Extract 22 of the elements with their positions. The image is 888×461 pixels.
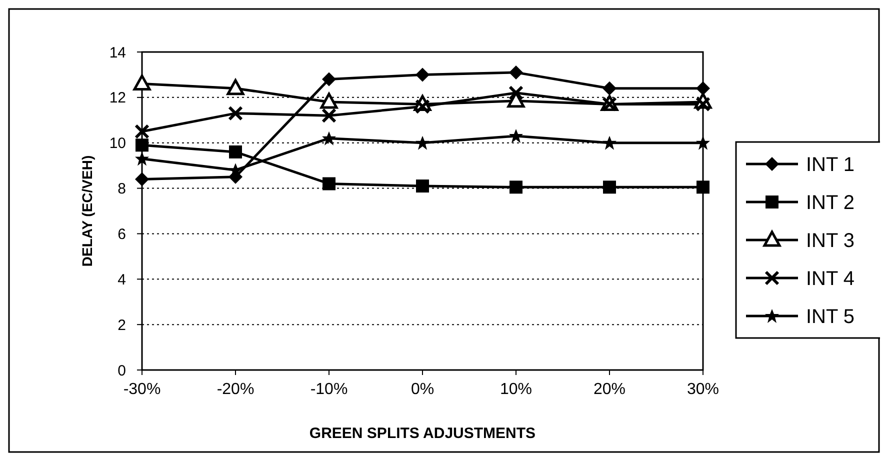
legend-label: INT 1: [806, 154, 855, 176]
x-tick-label: 0%: [410, 381, 434, 398]
x-tick-label: -10%: [310, 381, 348, 398]
x-tick-label: 10%: [500, 381, 532, 398]
y-tick-label: 0: [118, 362, 126, 380]
legend-label: INT 4: [806, 268, 855, 290]
y-tick-label: 14: [109, 44, 126, 62]
y-tick-label: 8: [118, 180, 126, 198]
legend-label: INT 5: [806, 306, 855, 328]
y-tick-label: 2: [118, 316, 126, 334]
y-axis-title: DELAY (EC/VEH): [79, 155, 95, 267]
y-tick-label: 12: [109, 90, 126, 107]
y-tick-label: 10: [109, 135, 126, 152]
legend-label: INT 2: [806, 192, 855, 214]
x-tick-label: -30%: [123, 381, 161, 398]
x-tick-label: 20%: [593, 381, 626, 398]
legend-label: INT 3: [806, 230, 855, 252]
x-axis-title: GREEN SPLITS ADJUSTMENTS: [309, 425, 536, 442]
y-tick-label: 4: [118, 271, 126, 288]
y-tick-label: 6: [118, 226, 126, 243]
x-tick-label: -20%: [216, 381, 254, 398]
x-tick-label: 30%: [686, 381, 720, 398]
